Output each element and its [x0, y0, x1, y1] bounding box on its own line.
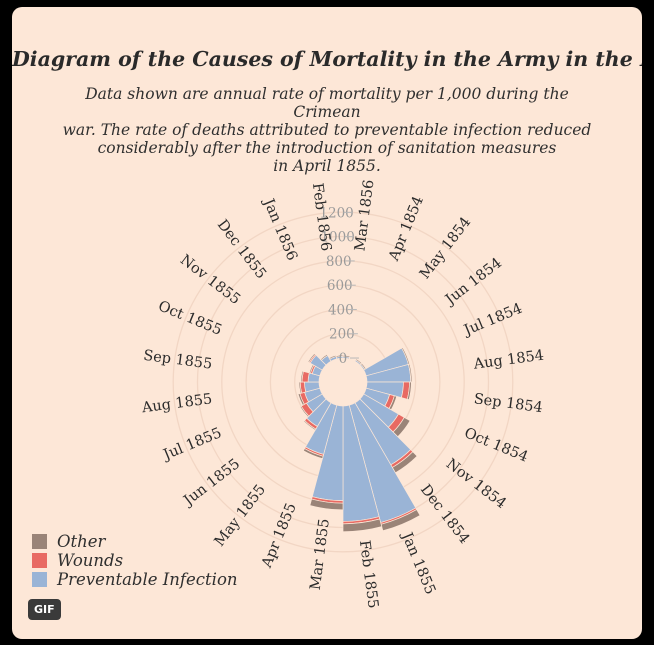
- wedge-segment: [342, 354, 351, 358]
- chart-title: Diagram of the Causes of Mortality in th…: [12, 47, 642, 71]
- legend-item-preventable-infection: Preventable Infection: [32, 570, 238, 589]
- month-label: Nov 1855: [177, 252, 243, 308]
- month-label: Feb 1855: [356, 539, 381, 609]
- wedge-segment: [319, 353, 329, 361]
- legend-swatch: [32, 534, 47, 549]
- wedge-segment: [342, 518, 383, 533]
- subtitle-line: in April 1855.: [273, 157, 381, 175]
- radial-axis: 0 200 400 600 800 1000 1200: [319, 205, 359, 367]
- wedge-segment: [406, 381, 412, 401]
- wedge-segment: [300, 370, 304, 383]
- month-label: Jan 1855: [398, 529, 439, 597]
- month-label: Dec 1854: [417, 482, 472, 547]
- chart-frame: 0 200 400 600 800 1000 1200 Apr 1854 May 1854 Ju…: [12, 7, 642, 639]
- radial-tick-label: 1200: [319, 205, 353, 221]
- month-label: Sep 1854: [473, 391, 544, 416]
- chart-subtitle: Data shown are annual rate of mortality …: [52, 85, 602, 175]
- month-label: Apr 1855: [259, 501, 300, 571]
- legend-label: Preventable Infection: [57, 570, 238, 589]
- wedge-segment: [307, 352, 316, 363]
- wedge-segment: [302, 448, 324, 460]
- radial-tick-label: 400: [328, 302, 354, 318]
- subtitle-line: considerably after the introduction of s…: [97, 139, 557, 157]
- wedge-segment: [303, 419, 317, 431]
- wedge-segment: [297, 393, 305, 406]
- subtitle-line: Data shown are annual rate of mortality …: [85, 85, 569, 121]
- month-label: Sep 1855: [142, 348, 213, 373]
- month-label: Oct 1855: [156, 298, 224, 339]
- month-label: May 1854: [417, 214, 474, 282]
- month-label: Jun 1854: [441, 255, 505, 309]
- month-label: Jul 1854: [460, 301, 525, 340]
- legend-label: Other: [57, 532, 106, 551]
- wedge-segment: [309, 498, 344, 511]
- grid-ring: [172, 211, 514, 553]
- month-label: Jun 1855: [179, 456, 243, 510]
- subtitle-line: war. The rate of deaths attributed to pr…: [62, 121, 592, 139]
- legend-item-wounds: Wounds: [32, 551, 238, 570]
- wedge-segment: [299, 405, 310, 418]
- month-label: Jan 1856: [259, 195, 300, 263]
- radial-tick-label: 200: [329, 327, 355, 343]
- month-label: Nov 1854: [443, 456, 509, 512]
- wedge-segment: [298, 381, 303, 394]
- wedge-segment: [408, 363, 413, 383]
- month-label: Feb 1856: [309, 182, 334, 252]
- legend-item-other: Other: [32, 532, 238, 551]
- month-label: Dec 1855: [214, 217, 269, 282]
- radial-tick-label: 1000: [320, 230, 354, 246]
- wedges: [297, 347, 421, 533]
- legend-label: Wounds: [57, 551, 124, 570]
- wedge-segment: [348, 357, 356, 362]
- month-label: Aug 1854: [472, 348, 545, 373]
- gif-badge: GIF: [28, 599, 61, 620]
- wedge-segment: [328, 354, 337, 360]
- month-label: Apr 1854: [386, 194, 427, 264]
- wedge-segment: [380, 509, 421, 532]
- radial-tick-label: 600: [327, 278, 353, 294]
- month-label: Oct 1854: [462, 425, 530, 466]
- radial-tick-label: 0: [339, 351, 348, 367]
- radial-tick-label: 800: [326, 254, 352, 270]
- legend-swatch: [32, 553, 47, 568]
- legend-swatch: [32, 572, 47, 587]
- wedge-segment: [335, 354, 344, 358]
- legend: Other Wounds Preventable Infection: [32, 532, 238, 589]
- month-label: Mar 1855: [308, 518, 333, 591]
